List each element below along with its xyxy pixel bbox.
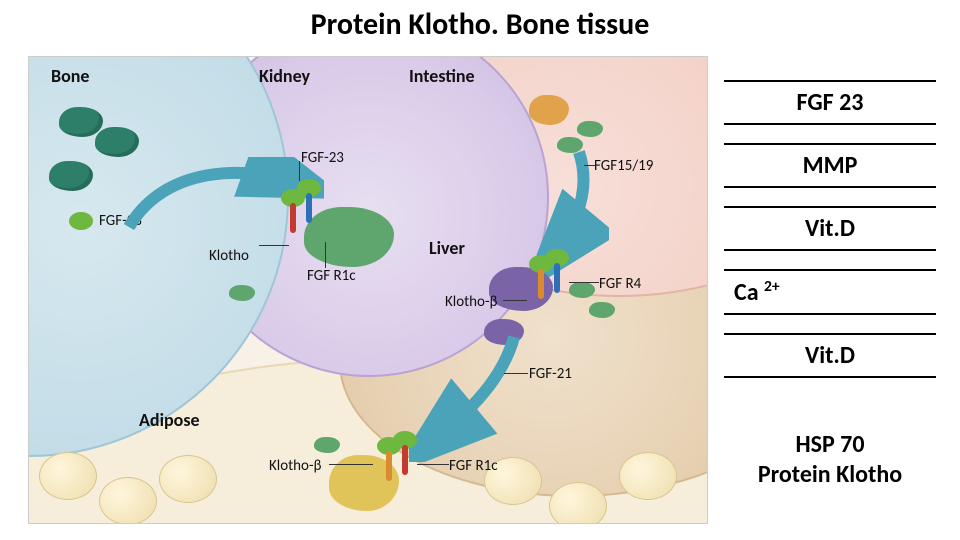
leader-line xyxy=(299,161,300,181)
fat-cell-icon xyxy=(159,455,217,503)
page-title: Protein Klotho. Bone tissue xyxy=(0,6,960,43)
fgfr1c-receptor-icon xyxy=(297,179,321,203)
osteocyte-icon xyxy=(49,161,93,191)
ca-superscript: 2+ xyxy=(764,277,780,296)
list-item-vitd1: Vit.D xyxy=(724,206,936,251)
enterocyte-icon xyxy=(577,121,603,137)
klotho-beta-liver-text: Klotho-β xyxy=(445,293,498,311)
kidney-cell-icon xyxy=(304,207,394,267)
arrow-liver-to-adipose xyxy=(409,332,529,462)
hsp-line2: Protein Klotho xyxy=(724,460,936,490)
list-item-fgf23: FGF 23 xyxy=(724,80,936,125)
enterocyte-icon xyxy=(529,95,569,125)
adipocyte-icon xyxy=(314,437,340,453)
fgf23-kidney-text: FGF-23 xyxy=(301,149,344,167)
hepatocyte-icon xyxy=(569,282,595,298)
fat-cell-icon xyxy=(39,452,97,500)
liver-label: Liver xyxy=(429,237,465,259)
adipose-label: Adipose xyxy=(139,409,200,431)
fgfr1c-adip-text: FGF R1c xyxy=(449,457,498,475)
leader-line xyxy=(504,373,528,374)
fgfr4-receptor-icon xyxy=(545,249,569,273)
fgf23-ligand-icon xyxy=(69,212,93,236)
hepatocyte-icon xyxy=(589,302,615,318)
fgf21-text: FGF-21 xyxy=(529,365,572,383)
list-item-mmp: MMP xyxy=(724,143,936,188)
fat-cell-icon xyxy=(549,482,607,524)
slide: Protein Klotho. Bone tissue Bone Kidney … xyxy=(0,0,960,540)
list-item-vitd2: Vit.D xyxy=(724,333,936,378)
tissue-diagram: Bone Kidney Intestine Liver Adipose FGF-… xyxy=(28,56,708,524)
leader-line xyxy=(259,245,289,246)
leader-line xyxy=(417,464,449,465)
intestine-label: Intestine xyxy=(409,65,475,87)
hsp-line1: HSP 70 xyxy=(724,430,936,460)
osteocyte-icon xyxy=(95,127,139,157)
klotho-text: Klotho xyxy=(209,247,249,265)
leader-line xyxy=(569,282,599,283)
fat-cell-icon xyxy=(99,477,157,524)
fat-cell-icon xyxy=(619,452,677,500)
osteocyte-icon xyxy=(59,107,103,137)
fgf1519-text: FGF15/19 xyxy=(594,157,653,175)
bone-label: Bone xyxy=(51,65,90,87)
fgfr1c-receptor-icon xyxy=(393,431,417,455)
klotho-beta-adip-text: Klotho-β xyxy=(269,457,322,475)
kidney-label: Kidney xyxy=(259,65,310,87)
fgfr4-text: FGF R4 xyxy=(599,275,641,293)
leader-line xyxy=(503,300,527,301)
leader-line xyxy=(329,464,373,465)
hsp-klotho-caption: HSP 70 Protein Klotho xyxy=(724,430,936,490)
list-item-ca2plus: Ca 2+ xyxy=(724,269,936,315)
leader-line xyxy=(584,165,596,166)
ca-prefix: Ca xyxy=(734,278,764,307)
leader-line xyxy=(325,242,326,268)
kidney-cell-icon xyxy=(229,285,255,301)
factor-list: FGF 23 MMP Vit.D Ca 2+ Vit.D xyxy=(724,80,936,396)
fgfr1c-text: FGF R1c xyxy=(307,267,356,285)
